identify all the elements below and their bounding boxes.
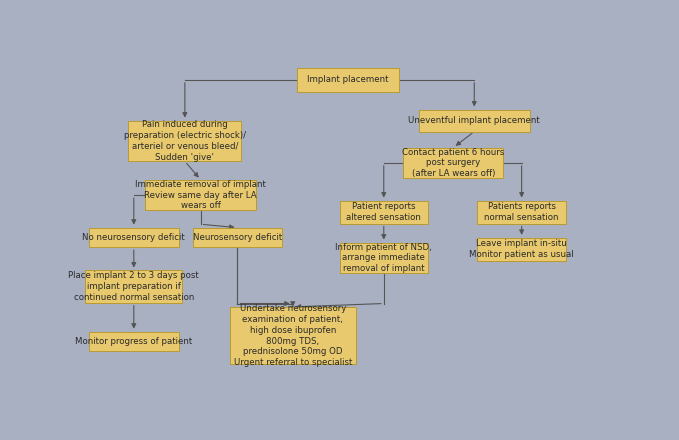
FancyBboxPatch shape	[85, 271, 183, 303]
Text: Patient reports
altered sensation: Patient reports altered sensation	[346, 202, 421, 222]
FancyBboxPatch shape	[419, 110, 530, 132]
Text: No neurosensory deficit: No neurosensory deficit	[82, 233, 185, 242]
FancyBboxPatch shape	[477, 201, 566, 224]
FancyBboxPatch shape	[194, 227, 282, 247]
FancyBboxPatch shape	[477, 238, 566, 261]
Text: Contact patient 6 hours
post surgery
(after LA wears off): Contact patient 6 hours post surgery (af…	[402, 148, 504, 178]
Text: Implant placement: Implant placement	[307, 75, 389, 84]
Text: Immediate removal of implant
Review same day after LA
wears off: Immediate removal of implant Review same…	[135, 180, 266, 210]
Text: Patients reports
normal sensation: Patients reports normal sensation	[484, 202, 559, 222]
Text: Place implant 2 to 3 days post
implant preparation if
continued normal sensation: Place implant 2 to 3 days post implant p…	[69, 271, 199, 302]
FancyBboxPatch shape	[145, 180, 256, 210]
FancyBboxPatch shape	[340, 242, 428, 273]
FancyBboxPatch shape	[340, 201, 428, 224]
Text: Uneventful implant placement: Uneventful implant placement	[408, 116, 540, 125]
Text: Pain induced during
preparation (electric shock)/
arteriel or venous bleed/
Sudd: Pain induced during preparation (electri…	[124, 120, 246, 161]
FancyBboxPatch shape	[89, 227, 179, 247]
Text: Inform patient of NSD,
arrange immediate
removal of implant: Inform patient of NSD, arrange immediate…	[335, 242, 432, 273]
FancyBboxPatch shape	[297, 68, 399, 92]
Text: Monitor progress of patient: Monitor progress of patient	[75, 337, 192, 346]
FancyBboxPatch shape	[230, 307, 356, 364]
FancyBboxPatch shape	[128, 121, 242, 161]
Text: Neurosensory deficit: Neurosensory deficit	[193, 233, 282, 242]
FancyBboxPatch shape	[403, 148, 503, 178]
FancyBboxPatch shape	[89, 332, 179, 351]
Text: Undertake neurosensory
examination of patient,
high dose ibuprofen
800mg TDS,
pr: Undertake neurosensory examination of pa…	[234, 304, 352, 367]
Text: Leave implant in-situ
Monitor patient as usual: Leave implant in-situ Monitor patient as…	[469, 239, 574, 259]
